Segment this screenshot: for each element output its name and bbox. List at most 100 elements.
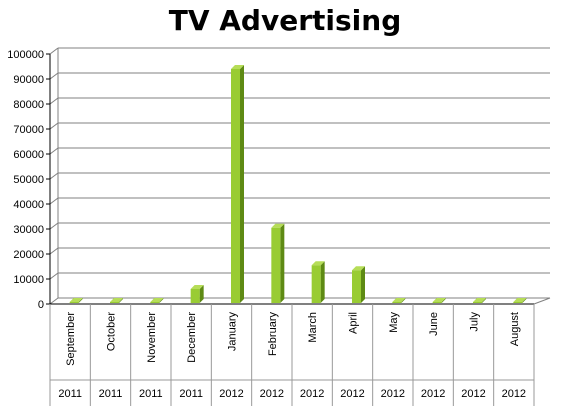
y-tick-label: 70000 (13, 124, 44, 136)
bar (432, 298, 446, 303)
y-tick-label: 100000 (7, 49, 44, 61)
bars (69, 65, 527, 303)
bar-top (231, 65, 244, 69)
bar (110, 298, 123, 303)
bar (473, 298, 486, 303)
bar-front (392, 302, 402, 303)
bar-side (280, 223, 285, 303)
bar (352, 266, 365, 303)
x-tick-label: January (227, 312, 239, 352)
year-label: 2012 (260, 388, 284, 400)
side-wall-slant (49, 122, 59, 130)
year-label: 2012 (340, 388, 364, 400)
gridlines (49, 47, 550, 305)
bar-top (432, 298, 446, 302)
bar (69, 298, 83, 303)
y-tick-label: 90000 (13, 74, 44, 86)
side-wall-slant (49, 72, 59, 80)
year-label: 2011 (58, 388, 82, 400)
year-label: 2012 (219, 388, 243, 400)
x-tick-label: November (146, 312, 158, 363)
bar (392, 298, 406, 303)
bar-top (311, 261, 325, 266)
year-label: 2011 (179, 388, 203, 400)
bar-front (432, 302, 442, 303)
bar-front (352, 270, 361, 303)
bar-side (199, 285, 204, 303)
bar (513, 298, 527, 303)
chart-title: TV Advertising (168, 4, 402, 37)
x-tick-label: December (186, 312, 198, 363)
bar-side (482, 298, 486, 303)
bar-top (190, 285, 204, 289)
x-tick-label: April (348, 312, 360, 334)
y-tick-label: 50000 (13, 174, 44, 186)
side-wall-slant (49, 272, 59, 280)
bar-top (110, 298, 123, 302)
bar-front (473, 302, 482, 303)
bar-side (441, 298, 446, 303)
y-tick-label: 30000 (13, 224, 44, 236)
bar-top (69, 298, 83, 302)
bar-front (513, 302, 523, 303)
year-label: 2012 (421, 388, 445, 400)
x-tick-label: May (388, 312, 400, 333)
x-tick-label: October (106, 312, 118, 351)
year-label: 2011 (99, 388, 123, 400)
category-labels: September 2011 October 2011 November 2011 Dece… (49, 304, 535, 406)
bar-front (271, 227, 281, 303)
bar-front (231, 69, 240, 303)
y-tick-label: 20000 (13, 249, 44, 261)
bar (311, 261, 325, 303)
y-tick-label: 10000 (13, 274, 44, 286)
y-tick-label: 40000 (13, 199, 44, 211)
bar-front (311, 265, 321, 303)
side-wall-slant (49, 297, 59, 305)
bar (231, 65, 244, 303)
bar-side (361, 266, 365, 303)
bar-side (401, 298, 406, 303)
floor-edge (533, 297, 551, 305)
bar-side (119, 298, 123, 303)
axes (46, 48, 551, 305)
x-tick-label: July (469, 312, 481, 332)
bar-top (352, 266, 365, 271)
bar-front (69, 302, 79, 303)
bar (150, 298, 164, 303)
bar-side (78, 298, 83, 303)
year-label: 2012 (300, 388, 324, 400)
side-wall-slant (49, 197, 59, 205)
side-wall-slant (49, 172, 59, 180)
side-wall-slant (49, 147, 59, 155)
y-tick-label: 0 (38, 299, 44, 311)
bar-side (159, 298, 164, 303)
y-tick-labels: 0 10000 20000 30000 40000 50000 60000 70000 8000… (7, 49, 44, 311)
bar-side (320, 261, 325, 303)
side-wall-slant (49, 97, 59, 105)
bar-side (240, 65, 244, 303)
bar-top (150, 298, 164, 302)
year-label: 2012 (461, 388, 485, 400)
bar-top (513, 298, 527, 302)
bar-side (522, 298, 527, 303)
bar-front (190, 289, 200, 303)
bar-front (150, 302, 160, 303)
x-tick-label: June (428, 312, 440, 336)
x-tick-label: August (509, 312, 521, 346)
year-label: 2012 (381, 388, 405, 400)
bar-front (110, 302, 119, 303)
bar-top (271, 223, 285, 228)
x-tick-label: September (65, 312, 77, 366)
year-label: 2011 (139, 388, 163, 400)
year-label: 2012 (502, 388, 526, 400)
side-wall-slant (49, 247, 59, 255)
bar-top (473, 298, 486, 302)
side-wall-slant (49, 222, 59, 230)
y-tick-label: 60000 (13, 149, 44, 161)
bar (190, 285, 204, 303)
y-tick-label: 80000 (13, 99, 44, 111)
x-tick-label: February (267, 312, 279, 357)
bar-top (392, 298, 406, 302)
x-tick-label: March (307, 312, 319, 343)
